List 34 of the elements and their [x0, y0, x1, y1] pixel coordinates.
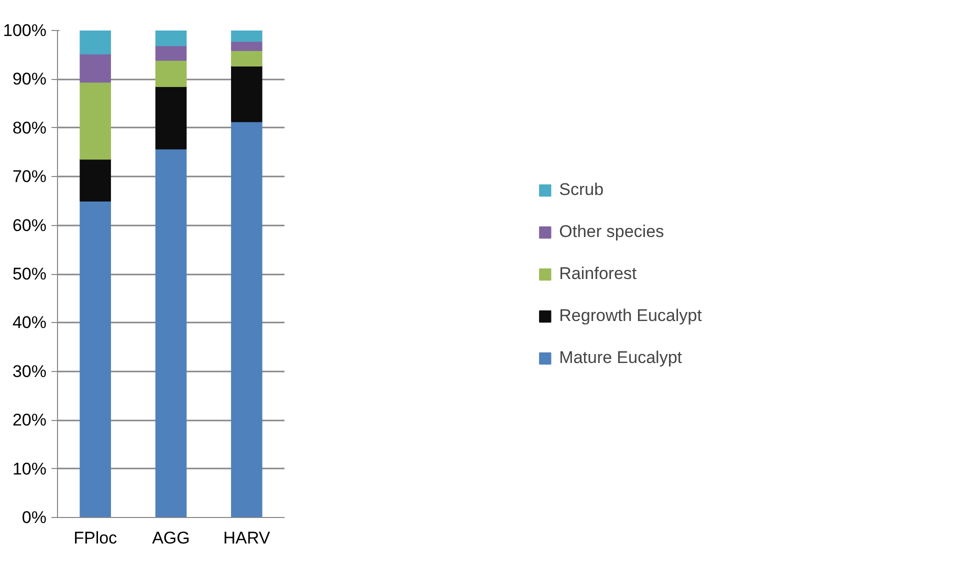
- y-tick-label: 100%: [3, 21, 47, 40]
- y-tick-label: 20%: [12, 410, 47, 430]
- y-tick-label: 70%: [12, 167, 47, 186]
- x-tick-label: AGG: [152, 528, 190, 548]
- bar: [80, 30, 111, 54]
- bar: [80, 158, 111, 202]
- legend-label: Regrowth Eucalypt: [559, 306, 702, 326]
- y-tick-label: 80%: [12, 118, 47, 138]
- bar: [80, 200, 111, 518]
- y-tick-label: 40%: [12, 313, 47, 332]
- bar: [231, 66, 262, 122]
- legend-label: Other species: [559, 222, 664, 242]
- legend-label: Scrub: [559, 180, 604, 200]
- bar: [155, 60, 187, 88]
- legend-label: Mature Eucalypt: [559, 348, 682, 368]
- x-tick-label: FPloc: [74, 528, 118, 548]
- bar: [155, 86, 187, 150]
- bar: [231, 30, 262, 42]
- y-tick-label: 30%: [12, 362, 47, 381]
- x-tick-label: HARV: [223, 528, 271, 548]
- y-tick-label: 10%: [12, 459, 47, 478]
- bar: [155, 45, 187, 61]
- bar: [231, 50, 262, 67]
- bar: [80, 53, 111, 83]
- bar: [155, 148, 187, 518]
- bar: [231, 40, 262, 51]
- y-tick-label: 90%: [12, 70, 47, 89]
- legend-label: Rainforest: [559, 264, 637, 284]
- bar: [231, 121, 262, 518]
- y-tick-label: 60%: [12, 216, 47, 235]
- y-tick-label: 0%: [22, 508, 47, 527]
- bar: [80, 82, 111, 160]
- bar: [155, 30, 187, 46]
- y-tick-label: 50%: [12, 264, 47, 284]
